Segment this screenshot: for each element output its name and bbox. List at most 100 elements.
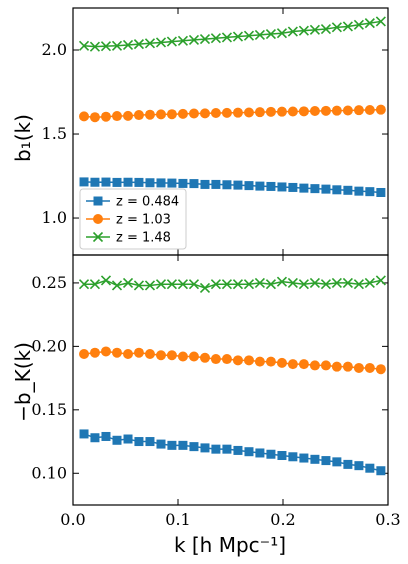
data-point xyxy=(166,279,177,290)
data-point xyxy=(79,177,89,187)
data-point xyxy=(122,277,134,288)
data-point xyxy=(166,350,177,361)
data-point xyxy=(265,28,276,40)
data-point xyxy=(155,350,166,361)
data-point xyxy=(79,429,89,439)
data-point xyxy=(364,18,375,29)
data-point xyxy=(211,179,221,189)
data-point xyxy=(309,24,320,35)
data-point xyxy=(123,348,134,359)
data-point xyxy=(210,108,221,119)
data-point xyxy=(200,443,210,453)
data-point xyxy=(222,444,232,454)
data-point xyxy=(144,348,155,359)
data-point xyxy=(342,105,353,116)
xtick-label: 0.3 xyxy=(375,510,400,529)
data-point xyxy=(133,280,145,291)
data-point xyxy=(331,277,342,288)
data-point xyxy=(331,105,342,116)
data-point xyxy=(331,22,342,33)
data-point xyxy=(122,39,134,51)
data-point xyxy=(78,40,90,51)
data-point xyxy=(133,110,144,121)
data-point xyxy=(265,356,276,367)
data-point xyxy=(298,106,309,117)
data-point xyxy=(243,279,255,290)
data-point xyxy=(331,361,342,372)
legend-entry: z = 1.03 xyxy=(116,213,171,228)
data-point xyxy=(134,177,144,187)
legend-entry: z = 0.484 xyxy=(116,195,179,210)
legend-marker xyxy=(93,196,103,206)
data-point xyxy=(188,108,199,119)
data-point xyxy=(101,177,111,187)
data-point xyxy=(134,437,144,447)
data-point xyxy=(266,449,276,459)
ytick-label: 0.20 xyxy=(31,336,67,355)
data-point xyxy=(167,178,177,188)
data-point xyxy=(210,279,221,290)
data-point xyxy=(364,277,375,288)
data-point xyxy=(111,347,122,358)
data-point xyxy=(210,354,221,365)
data-point xyxy=(376,466,386,476)
top-panel: 1.0 1.5 2.0 xyxy=(42,7,389,256)
data-point xyxy=(299,453,309,463)
data-point xyxy=(90,433,100,443)
data-point xyxy=(79,111,90,122)
data-point xyxy=(321,184,331,194)
data-point xyxy=(254,356,265,367)
ytick-label: 0.25 xyxy=(31,273,67,292)
data-point xyxy=(310,184,320,194)
data-point xyxy=(276,276,288,287)
legend-box xyxy=(79,188,187,250)
data-point xyxy=(233,180,243,190)
xtick-label: 0.1 xyxy=(165,510,190,529)
data-point xyxy=(177,279,189,290)
data-point xyxy=(111,280,123,291)
data-point xyxy=(145,437,155,447)
data-point xyxy=(299,183,309,193)
data-point xyxy=(375,16,386,27)
ytick-label: 0.15 xyxy=(31,400,67,419)
data-point xyxy=(100,275,112,286)
data-point xyxy=(232,355,243,366)
ytick-label: 1.0 xyxy=(42,208,67,227)
data-point xyxy=(188,351,199,362)
data-point xyxy=(221,354,232,365)
data-point xyxy=(343,459,353,469)
data-point xyxy=(309,360,320,371)
data-point xyxy=(123,177,133,187)
series-line xyxy=(83,20,381,48)
data-point xyxy=(188,279,200,290)
data-point xyxy=(232,107,243,118)
legend-marker xyxy=(93,214,103,224)
data-point xyxy=(145,178,155,188)
data-point xyxy=(342,361,353,372)
data-point xyxy=(90,177,100,187)
data-point xyxy=(320,360,331,371)
data-point xyxy=(375,275,386,286)
ytick-label: 2.0 xyxy=(42,40,67,59)
data-point xyxy=(178,178,188,188)
data-point xyxy=(111,40,123,51)
data-point xyxy=(123,434,133,444)
ytick-label: 0.10 xyxy=(31,463,67,482)
bottom-ylabel: −b_K(k) xyxy=(11,342,35,422)
legend: z = 0.484 z = 1.03 z = 1.48 xyxy=(79,188,187,250)
data-point xyxy=(199,282,211,294)
data-point xyxy=(277,182,287,192)
data-point xyxy=(332,185,342,195)
data-point xyxy=(298,359,309,370)
data-point xyxy=(364,104,375,115)
data-point xyxy=(188,34,200,45)
data-point xyxy=(177,35,189,46)
data-point xyxy=(177,351,188,362)
data-point xyxy=(266,181,276,191)
data-point xyxy=(255,181,265,191)
data-point xyxy=(89,347,100,358)
data-point xyxy=(221,279,232,290)
data-point xyxy=(200,179,210,189)
data-point xyxy=(199,352,210,363)
